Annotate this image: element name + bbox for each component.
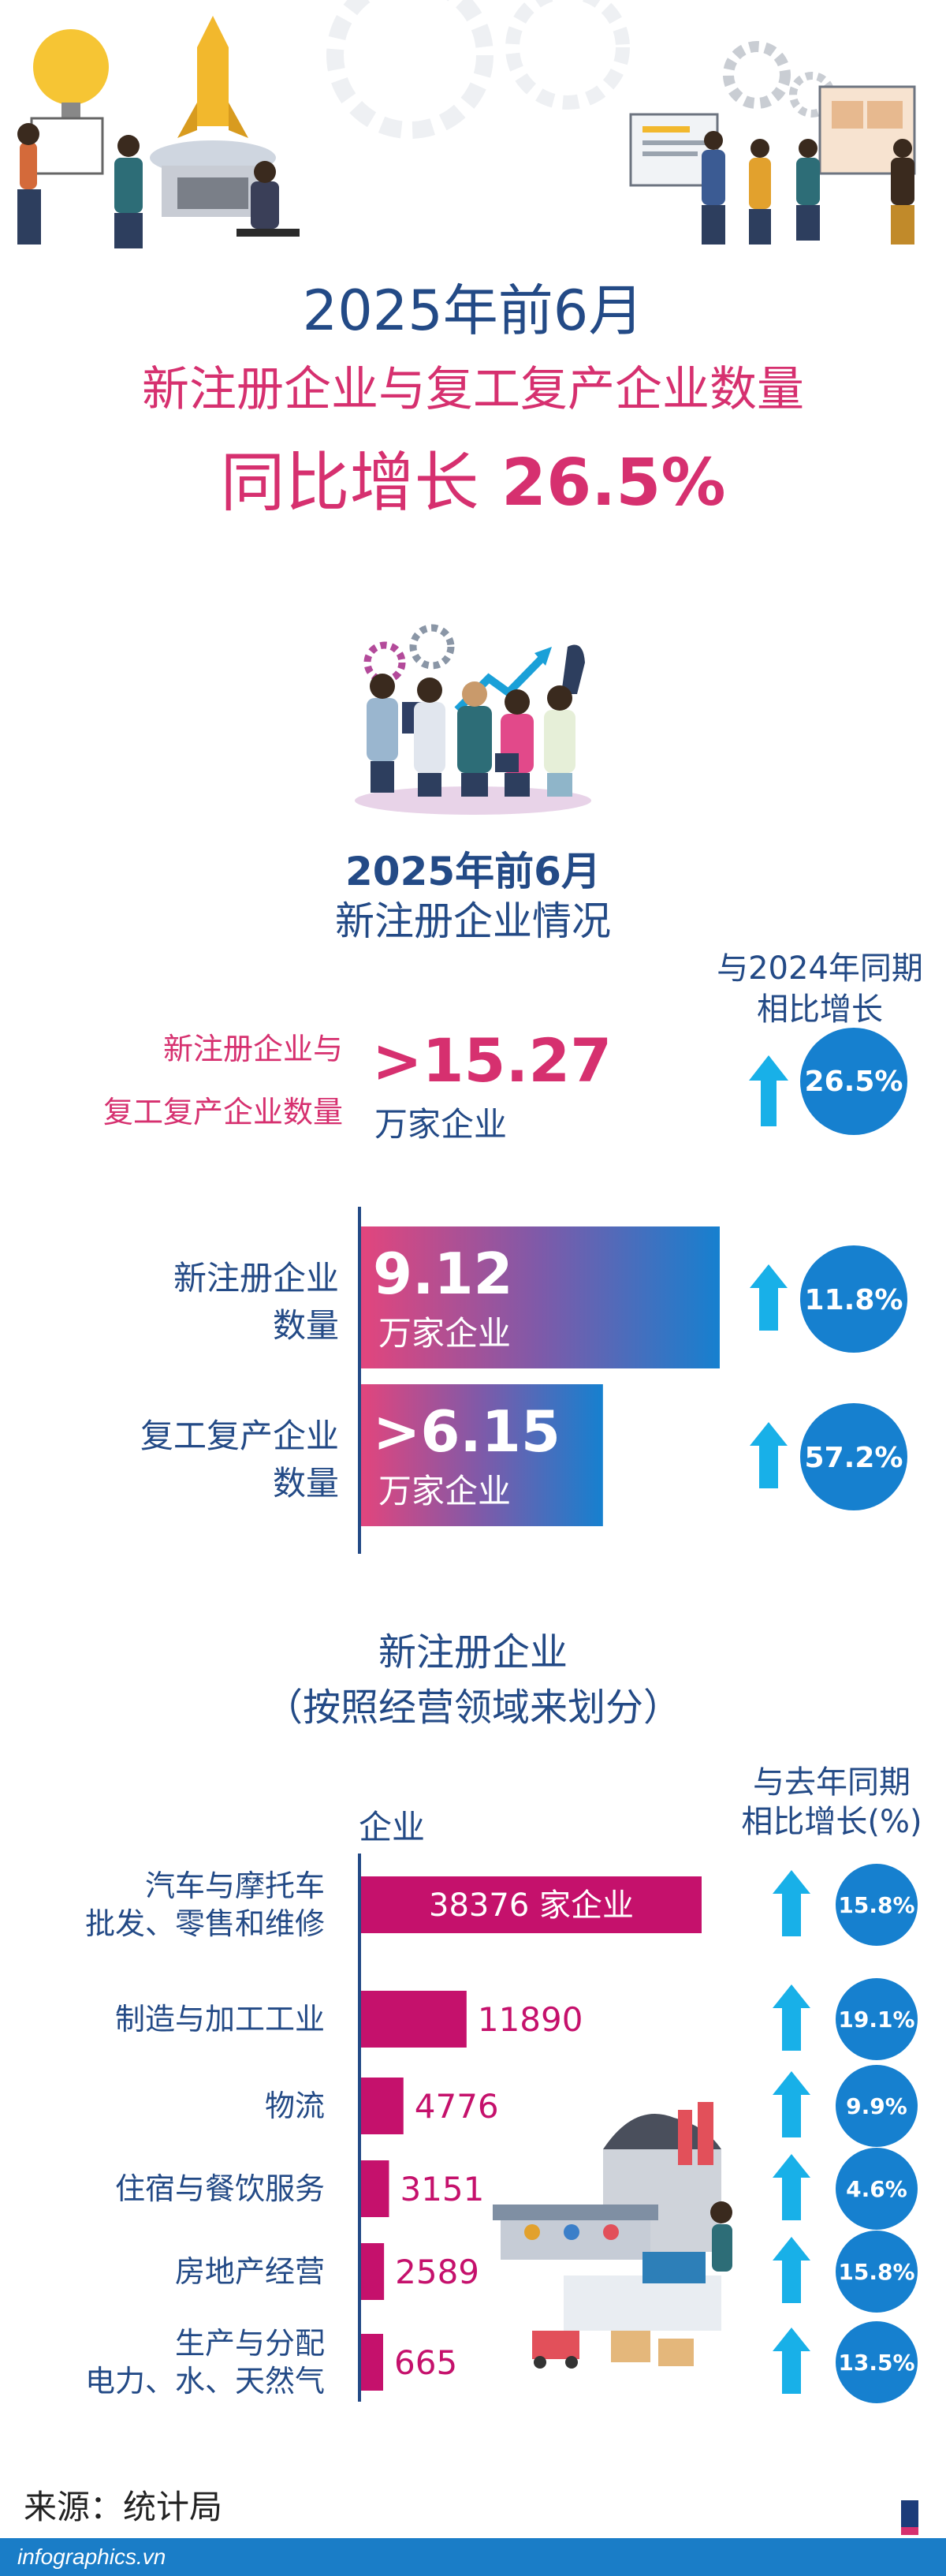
footer-bar — [0, 2538, 946, 2576]
header-illustration — [17, 0, 916, 248]
up-arrow-icon — [773, 2328, 810, 2394]
up-arrow-icon — [773, 1870, 810, 1936]
sec1-growth-circle — [800, 1403, 907, 1510]
team-illustration — [355, 624, 591, 815]
sec2-growth-label: 13.5% — [838, 2350, 914, 2376]
bar — [361, 2078, 404, 2134]
bar-value-label: 38376 家企业 — [429, 1887, 634, 1924]
sec2-growth-circle — [836, 2231, 918, 2313]
bar-value-label: 11890 — [478, 2000, 583, 2039]
category-label: 制造与加工工业 — [115, 2002, 325, 2037]
bar — [361, 1384, 603, 1526]
up-arrow-icon — [749, 1055, 788, 1126]
category-label: 批发、零售和维修 — [85, 1906, 325, 1941]
up-arrow-icon — [773, 2154, 810, 2220]
bar-value-label: 2589 — [395, 2253, 479, 2291]
category-label: 数量 — [273, 1464, 339, 1503]
total-value: >15.27 — [372, 1025, 613, 1096]
category-label: 汽车与摩托车 — [145, 1869, 325, 1903]
category-label: 生产与分配 — [175, 2326, 325, 2361]
category-label: 物流 — [265, 2089, 325, 2123]
factory-illustration — [493, 2102, 732, 2369]
bar-value-label: 665 — [394, 2343, 457, 2382]
sec2-growth-label: 15.8% — [838, 1892, 914, 1918]
y-axis-line — [358, 1854, 361, 2402]
section2-title: 新注册企业 （按照经营领域来划分） — [0, 1625, 946, 1735]
category-label: 电力、水、天然气 — [85, 2364, 325, 2399]
section1-bar-chart: 新注册企业数量9.12万家企业11.8%复工复产企业数量>6.15万家企业57.… — [140, 1207, 907, 1554]
category-label: 新注册企业 — [173, 1259, 339, 1297]
y-axis-line — [358, 1207, 361, 1554]
up-arrow-icon — [773, 2237, 810, 2303]
bar-value-label: 3151 — [400, 2170, 484, 2208]
source-text: 来源：统计局 — [24, 2488, 223, 2526]
sec1-growth-label: 11.8% — [805, 1284, 903, 1316]
bar — [361, 1991, 467, 2048]
logo-icon — [901, 2500, 918, 2535]
category-label: 数量 — [273, 1306, 339, 1345]
category-label: 住宿与餐饮服务 — [115, 2171, 325, 2206]
category-label: 房地产经营 — [175, 2254, 325, 2289]
bar-unit-label: 万家企业 — [378, 1314, 511, 1353]
bar-value-label: 9.12 — [373, 1241, 513, 1307]
sec1-growth-circle — [800, 1245, 907, 1353]
section2-title-line2: （按照经营领域来划分） — [264, 1686, 681, 1730]
total-growth-badge: 26.5% — [800, 1028, 907, 1135]
sec2-growth-circle — [836, 1864, 918, 1946]
bar — [361, 2243, 385, 2300]
category-label: 复工复产企业 — [140, 1417, 339, 1455]
section2-compare-header: 与去年同期 相比增长(%) — [717, 1763, 946, 1842]
bar-value-label: >6.15 — [373, 1398, 561, 1465]
page-subtitle: 新注册企业与复工复产企业数量 — [142, 362, 804, 417]
compare-header-line2: 相比增长 — [757, 991, 883, 1028]
sec2-growth-circle — [836, 1978, 918, 2060]
bar — [361, 2334, 383, 2391]
up-arrow-icon — [773, 1984, 810, 2051]
up-arrow-icon — [750, 1422, 788, 1488]
sec1-growth-label: 57.2% — [805, 1442, 903, 1474]
compare-header-line1: 与2024年同期 — [717, 950, 923, 987]
bar — [361, 2160, 389, 2217]
section1-title: 新注册企业情况 — [335, 898, 611, 944]
footer-site[interactable]: infographics.vn — [17, 2544, 166, 2569]
section2-compare-line1: 与去年同期 — [753, 1764, 911, 1801]
bar — [361, 1876, 702, 1933]
sec2-growth-circle — [836, 2321, 918, 2403]
sec2-growth-circle — [836, 2065, 918, 2147]
bar-value-label: 4776 — [415, 2087, 499, 2126]
headline-growth-value: 26.5% — [501, 446, 726, 521]
section2-compare-line2: 相比增长(%) — [741, 1804, 922, 1840]
section2-title-line1: 新注册企业 — [378, 1630, 568, 1674]
headline-growth-label: 同比增长 — [220, 446, 479, 521]
page-headline-growth: 同比增长 26.5% — [0, 430, 946, 524]
sec2-growth-circle — [836, 2148, 918, 2230]
section1-year: 2025年前6月 — [345, 849, 601, 894]
total-unit: 万家企业 — [374, 1105, 508, 1144]
sec2-growth-label: 15.8% — [838, 2259, 914, 2285]
total-label: 新注册企业与 复工复产企业数量 — [32, 1017, 343, 1144]
section2-axis-label: 企业 — [359, 1808, 426, 1846]
sec2-growth-label: 19.1% — [838, 2007, 914, 2033]
sec2-growth-label: 9.9% — [846, 2093, 907, 2119]
up-arrow-icon — [750, 1264, 788, 1331]
bar-unit-label: 万家企业 — [378, 1472, 511, 1510]
bar — [361, 1226, 720, 1368]
total-label-line1: 新注册企业与 — [162, 1032, 343, 1066]
page-year-title: 2025年前6月 — [302, 278, 644, 343]
up-arrow-icon — [773, 2071, 810, 2137]
sec2-growth-label: 4.6% — [846, 2176, 907, 2202]
section1-compare-header: 与2024年同期 相比增长 — [694, 948, 946, 1030]
total-label-line2: 复工复产企业数量 — [102, 1095, 343, 1129]
